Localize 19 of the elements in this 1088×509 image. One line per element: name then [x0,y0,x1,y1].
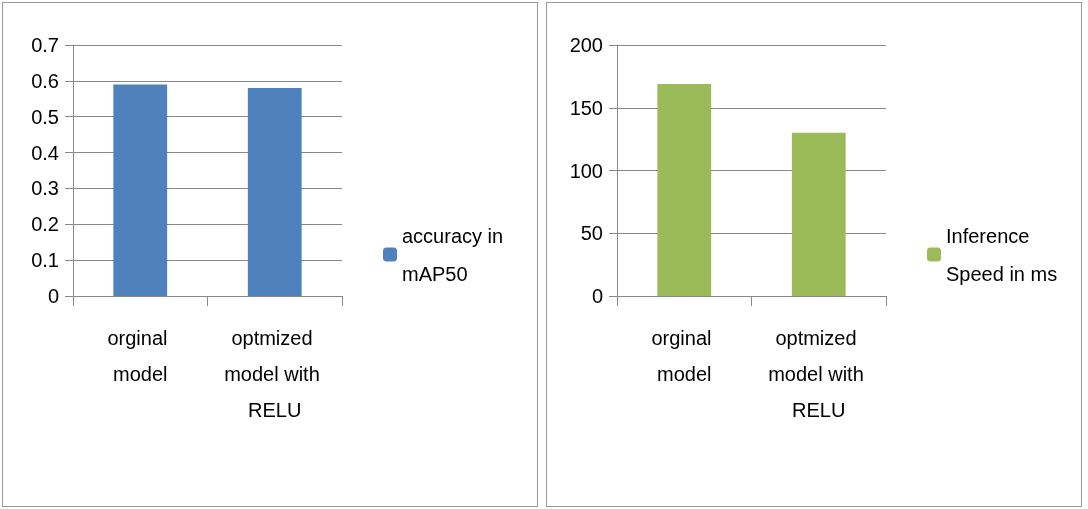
y-tick-label: 0.7 [31,34,59,56]
y-tick-label: 0.5 [31,105,59,128]
y-tick-label: 200 [569,34,603,56]
y-tick-label: 0.3 [31,177,59,200]
y-tick-label: 0 [591,285,603,307]
legend-label: Inference Speed in ms [946,224,1058,285]
y-tick-label: 150 [569,96,603,119]
y-tick-label: 50 [580,222,603,245]
y-tick-label: 0.2 [31,213,59,236]
legend-label: accuracy in mAP50 [402,224,509,285]
y-tick-label: 100 [569,159,603,182]
x-tick-label: orginal model [107,327,174,385]
x-tick-label: optmized model with RELU [224,327,326,421]
y-tick-label: 0.4 [31,141,59,164]
y-tick-label: 0.6 [31,69,59,92]
y-tick-label: 0.1 [31,249,59,272]
y-tick-label: 0 [47,285,59,307]
x-tick-label: orginal model [651,327,718,385]
x-tick-label: optmized model with RELU [768,327,870,421]
